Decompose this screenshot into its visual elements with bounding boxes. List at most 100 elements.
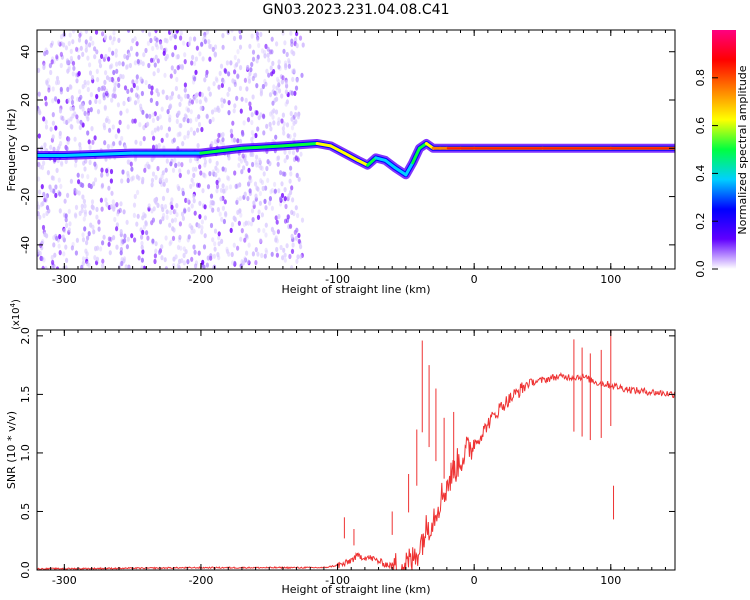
noise-point <box>154 42 158 48</box>
noise-point <box>260 165 264 171</box>
noise-point <box>251 94 255 100</box>
noise-point <box>125 244 129 250</box>
noise-point <box>274 134 278 140</box>
noise-point <box>102 234 106 240</box>
noise-point <box>37 108 41 114</box>
noise-point <box>111 40 115 46</box>
noise-point <box>209 253 213 259</box>
noise-point <box>192 228 196 234</box>
noise-point <box>255 31 259 37</box>
noise-point <box>75 237 79 243</box>
noise-point <box>205 30 209 35</box>
noise-point <box>237 58 241 64</box>
noise-point <box>62 118 66 124</box>
noise-point <box>137 255 141 261</box>
noise-point <box>225 248 229 254</box>
noise-point <box>71 71 75 77</box>
noise-point <box>203 204 207 210</box>
noise-point <box>49 187 53 193</box>
noise-point <box>109 236 113 242</box>
noise-point <box>275 96 279 102</box>
noise-point <box>203 34 207 40</box>
noise-point <box>126 124 130 130</box>
noise-point <box>254 260 258 266</box>
noise-point <box>290 209 294 215</box>
noise-point <box>44 119 48 125</box>
noise-point <box>96 109 101 115</box>
noise-point <box>52 146 56 152</box>
noise-point <box>51 112 55 118</box>
noise-point <box>299 151 303 157</box>
noise-point <box>104 117 109 123</box>
noise-point <box>269 111 273 117</box>
noise-point <box>116 209 121 215</box>
noise-point <box>256 186 260 192</box>
noise-point <box>101 240 105 246</box>
colorbar-label: Normalized spectral amplitude <box>736 65 749 234</box>
x-tick-label: -100 <box>325 273 350 286</box>
noise-point <box>251 151 255 158</box>
noise-point <box>280 79 284 85</box>
noise-point <box>221 205 225 211</box>
noise-point <box>152 135 156 141</box>
noise-point <box>175 203 179 209</box>
noise-point <box>240 96 244 102</box>
ridge-segment <box>411 146 421 165</box>
noise-point <box>132 202 137 208</box>
noise-point <box>204 72 209 78</box>
noise-point <box>285 217 290 224</box>
noise-point <box>139 103 143 109</box>
noise-point <box>196 143 200 149</box>
noise-point <box>213 246 217 252</box>
noise-point <box>151 112 155 118</box>
noise-point <box>277 213 281 220</box>
noise-point <box>146 40 150 47</box>
noise-point <box>79 31 83 37</box>
noise-point <box>241 131 245 137</box>
noise-point <box>282 121 286 127</box>
noise-point <box>152 71 156 77</box>
noise-point <box>55 235 59 241</box>
noise-point <box>255 154 259 160</box>
noise-point <box>110 143 114 149</box>
noise-point <box>151 117 155 123</box>
noise-point <box>256 251 260 257</box>
noise-point <box>176 65 180 71</box>
noise-point <box>274 109 279 115</box>
noise-point <box>260 212 264 218</box>
noise-point <box>44 95 48 101</box>
noise-point <box>268 92 273 98</box>
noise-point <box>200 229 204 235</box>
noise-point <box>82 216 86 222</box>
noise-point <box>176 54 180 60</box>
noise-point <box>202 172 206 178</box>
noise-point <box>51 259 55 265</box>
noise-point <box>248 188 252 194</box>
noise-point <box>160 203 164 210</box>
noise-point <box>62 251 66 257</box>
noise-point <box>295 43 299 49</box>
noise-point <box>54 96 58 103</box>
noise-point <box>172 227 176 233</box>
noise-point <box>297 238 301 244</box>
noise-point <box>150 90 154 96</box>
noise-point <box>93 46 97 52</box>
ridge-segment <box>281 142 319 148</box>
noise-point <box>289 165 293 171</box>
noise-point <box>194 116 198 122</box>
noise-point <box>173 157 177 163</box>
noise-point <box>65 257 69 263</box>
noise-point <box>95 214 99 220</box>
noise-point <box>111 199 115 205</box>
noise-point <box>105 88 109 94</box>
noise-point <box>61 115 65 121</box>
noise-point <box>205 262 209 268</box>
noise-point <box>226 91 230 97</box>
noise-point <box>275 85 279 91</box>
noise-point <box>107 236 111 242</box>
noise-point <box>78 104 83 110</box>
noise-point <box>292 210 296 217</box>
noise-point <box>224 211 228 217</box>
noise-point <box>268 196 272 202</box>
